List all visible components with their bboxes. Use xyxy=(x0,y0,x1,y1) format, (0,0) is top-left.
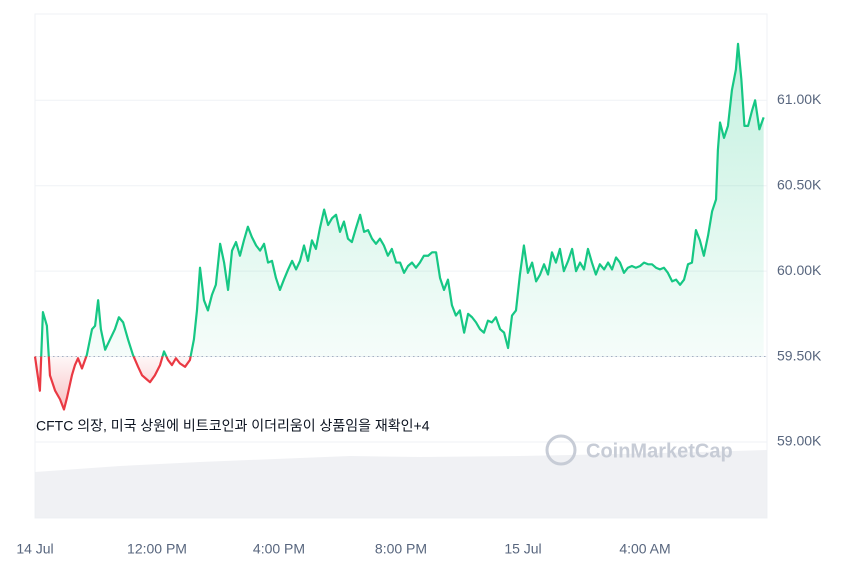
annotation: CFTC 의장, 미국 상원에 비트코인과 이더리움이 상품임을 재확인+4 xyxy=(36,418,430,434)
area-fill xyxy=(35,43,764,410)
volume-band xyxy=(35,450,767,518)
price-line xyxy=(33,42,765,411)
y-tick-label: 60.00K xyxy=(777,262,822,278)
watermark-logo xyxy=(545,434,577,466)
x-tick-label: 15 Jul xyxy=(504,541,541,557)
y-tick-label: 59.00K xyxy=(777,433,822,449)
x-tick-label: 12:00 PM xyxy=(127,541,187,557)
x-tick-label: 14 Jul xyxy=(16,541,53,557)
x-tick-label: 4:00 PM xyxy=(253,541,305,557)
x-tick-label: 8:00 PM xyxy=(375,541,427,557)
y-tick-label: 60.50K xyxy=(777,176,822,192)
y-tick-label: 59.50K xyxy=(777,347,822,363)
watermark: CoinMarketCap xyxy=(586,440,733,462)
x-tick-label: 4:00 AM xyxy=(619,541,670,557)
y-tick-label: 61.00K xyxy=(777,91,822,107)
watermark-group: CoinMarketCap xyxy=(545,434,733,466)
